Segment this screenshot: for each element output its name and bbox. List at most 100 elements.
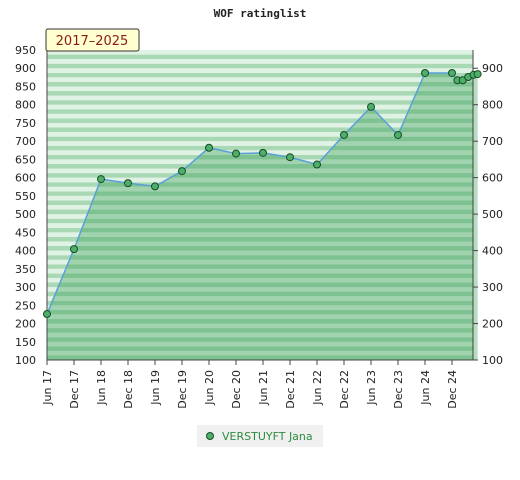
grid-band	[47, 250, 473, 256]
grid-band	[47, 236, 473, 242]
x-tick-label: Jun 19	[149, 370, 162, 406]
grid-band	[47, 328, 473, 333]
x-tick-label: Dec 19	[176, 370, 189, 409]
y-tick-label-left: 950	[15, 44, 36, 57]
x-tick-label: Dec 23	[392, 370, 405, 409]
grid-band	[47, 318, 473, 324]
data-point	[367, 102, 375, 111]
data-point	[97, 175, 105, 184]
markers	[43, 68, 482, 319]
grid-band	[47, 191, 473, 196]
y-tick-label-right: 100	[482, 354, 503, 367]
grid-band	[47, 209, 473, 215]
y-tick-label-right: 300	[482, 281, 503, 294]
y-tick-label-left: 750	[15, 117, 36, 130]
y-tick-label-right: 200	[482, 318, 503, 331]
y-tick-label-right: 700	[482, 135, 503, 148]
x-tick-label: Jun 20	[203, 370, 216, 406]
y-tick-label-left: 100	[15, 354, 36, 367]
grid-band	[47, 177, 473, 183]
grid-band	[47, 109, 473, 114]
grid-band	[47, 350, 473, 356]
data-point	[124, 179, 132, 188]
grid-band	[47, 173, 473, 178]
grid-band	[47, 91, 473, 96]
y-tick-label-right: 600	[482, 172, 503, 185]
y-tick-label-left: 850	[15, 80, 36, 93]
grid-band	[47, 218, 473, 224]
grid-band	[47, 232, 473, 237]
x-tick-label: Dec 20	[230, 370, 243, 409]
data-point	[205, 143, 213, 152]
data-point	[43, 310, 51, 319]
grid-band	[47, 337, 473, 342]
grid-band	[47, 291, 473, 297]
x-tick-label: Jun 18	[95, 370, 108, 406]
grid-band	[47, 59, 473, 64]
background-bands	[47, 50, 473, 360]
x-tick-label: Dec 21	[284, 370, 297, 409]
data-point	[70, 245, 78, 254]
data-point	[421, 68, 429, 77]
y-tick-label-left: 300	[15, 281, 36, 294]
grid-band	[47, 68, 473, 73]
y-tick-label-left: 150	[15, 336, 36, 349]
grid-band	[47, 273, 473, 278]
chart-title: WOF ratinglist	[214, 7, 307, 20]
series-area	[47, 72, 478, 360]
grid-band	[47, 104, 473, 110]
grid-band	[47, 268, 473, 274]
y-tick-label-left: 900	[15, 62, 36, 75]
x-tick-label: Jun 17	[41, 370, 54, 406]
data-point	[259, 148, 267, 157]
x-axis: Jun 17 Dec 17 Jun 18 Dec 18 Jun 19 Dec 19 Jun …	[41, 359, 473, 409]
data-point	[313, 160, 321, 169]
grid-band	[47, 323, 473, 329]
data-point	[448, 68, 456, 77]
grid-band	[47, 50, 473, 55]
grid-band	[47, 159, 473, 164]
y-tick-label-left: 800	[15, 99, 36, 112]
grid-band	[47, 186, 473, 192]
grid-band	[47, 277, 473, 283]
y-tick-label-right: 400	[482, 245, 503, 258]
grid-band	[47, 246, 473, 251]
grid-band	[47, 341, 473, 347]
x-tick-label: Jun 21	[257, 370, 270, 406]
data-point	[340, 130, 348, 139]
period-badge-label: 2017–2025	[56, 34, 129, 49]
grid-band	[47, 81, 473, 87]
grid-band	[47, 332, 473, 338]
grid-band	[47, 296, 473, 301]
y-tick-label-left: 200	[15, 318, 36, 331]
grid-band	[47, 355, 473, 360]
grid-band	[47, 63, 473, 69]
y-tick-label-left: 700	[15, 135, 36, 148]
grid-band	[47, 264, 473, 269]
y-tick-label-left: 250	[15, 299, 36, 312]
data-point	[151, 182, 159, 191]
grid-band	[47, 223, 473, 228]
x-tick-label: Jun 23	[365, 370, 378, 406]
right-axis: 100 200 300 400 500 600 700 800 900	[472, 50, 503, 367]
grid-band	[47, 154, 473, 160]
y-tick-label-right: 500	[482, 208, 503, 221]
grid-band	[47, 205, 473, 210]
data-point	[473, 70, 482, 79]
legend-label: VERSTUYFT Jana	[222, 430, 313, 443]
grid-band	[47, 168, 473, 174]
y-tick-label-left: 550	[15, 190, 36, 203]
y-tick-label-left: 450	[15, 226, 36, 239]
grid-band	[47, 346, 473, 351]
y-tick-label-left: 500	[15, 208, 36, 221]
grid-band	[47, 305, 473, 310]
grid-band	[47, 122, 473, 128]
grid-band	[47, 145, 473, 151]
data-point	[286, 153, 294, 162]
y-tick-label-left: 400	[15, 245, 36, 258]
y-tick-label-right: 900	[482, 62, 503, 75]
x-tick-label: Jun 24	[419, 370, 432, 406]
grid-band	[47, 72, 473, 78]
left-axis: 100 150 200 250 300 350 400 450 500 550 600 650 700 7…	[15, 44, 48, 367]
